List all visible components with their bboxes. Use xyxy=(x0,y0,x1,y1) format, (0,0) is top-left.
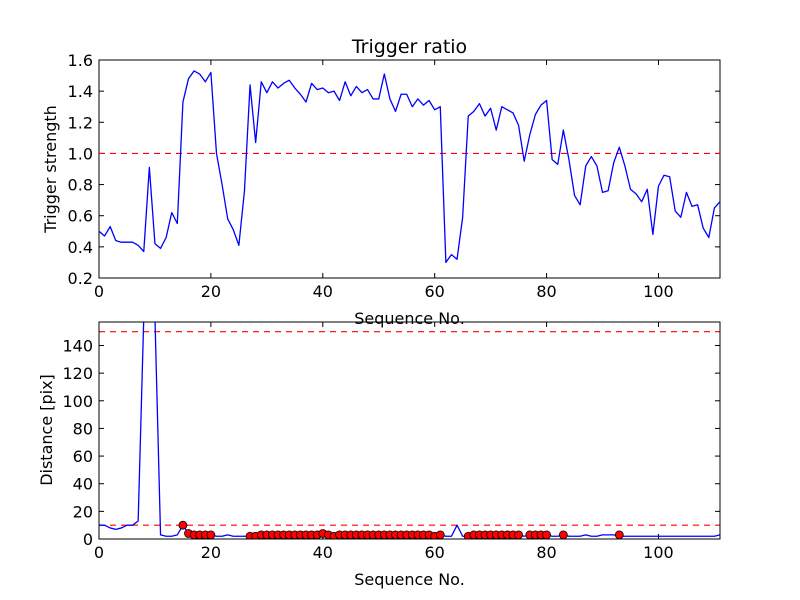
y-tick-label: 0.8 xyxy=(68,176,93,195)
y-tick-label: 100 xyxy=(62,392,93,411)
marker-point xyxy=(558,530,568,539)
marker-point xyxy=(542,530,551,539)
x-tick-label: 100 xyxy=(643,543,674,562)
trigger-ratio-panel: 0 20 40 60 80 100 0.2 0.4 0.6 0.8 1.0 1.2 1.4 1.6 Se… xyxy=(41,51,721,328)
marker-points xyxy=(178,520,624,539)
marker-point xyxy=(614,530,624,539)
x-axis-label: Sequence No. xyxy=(354,570,465,589)
y-tick-label: 1.0 xyxy=(68,144,93,163)
marker-point xyxy=(514,530,523,539)
chart-title: Trigger ratio xyxy=(351,36,467,58)
series-lines xyxy=(99,70,720,264)
data-points xyxy=(99,322,720,536)
y-tick-label: 0 xyxy=(83,530,93,549)
y-tick-labels: 0.2 0.4 0.6 0.8 1.0 1.2 1.4 1.6 xyxy=(68,51,93,288)
x-tick-labels: 0 20 40 60 80 100 xyxy=(94,543,674,562)
plot-frame xyxy=(98,321,721,540)
x-tick-label: 0 xyxy=(94,282,104,301)
y-tick-label: 1.2 xyxy=(68,113,93,132)
reference-lines xyxy=(99,331,720,526)
plot-frame xyxy=(98,59,721,279)
x-tick-label: 80 xyxy=(536,543,556,562)
marker-point xyxy=(178,520,188,530)
y-tick-label: 1.6 xyxy=(68,51,93,70)
y-tick-label: 0.4 xyxy=(68,238,93,257)
series-line xyxy=(99,70,720,264)
y-tick-label: 1.4 xyxy=(68,82,93,101)
marker-point xyxy=(435,530,445,539)
series-lines xyxy=(99,322,720,537)
x-tick-label: 80 xyxy=(536,282,556,301)
tick-marks xyxy=(98,322,720,540)
x-tick-label: 40 xyxy=(313,543,333,562)
tick-marks xyxy=(98,59,720,279)
y-axis-label: Trigger strength xyxy=(41,105,60,234)
x-tick-label: 60 xyxy=(424,282,444,301)
x-axis-label: Sequence No. xyxy=(354,309,465,328)
y-tick-label: 120 xyxy=(62,364,93,383)
y-tick-labels: 0 20 40 60 80 100 120 140 xyxy=(62,336,93,549)
series-line xyxy=(99,322,720,537)
y-tick-label: 40 xyxy=(73,475,93,494)
x-tick-label: 40 xyxy=(313,282,333,301)
marker-point xyxy=(206,530,216,539)
y-axis-label: Distance [pix] xyxy=(37,374,56,486)
y-tick-label: 20 xyxy=(73,502,93,521)
y-tick-label: 140 xyxy=(62,336,93,355)
x-tick-label: 60 xyxy=(424,543,444,562)
x-tick-label: 0 xyxy=(94,543,104,562)
x-tick-label: 100 xyxy=(643,282,674,301)
y-tick-label: 0.2 xyxy=(68,269,93,288)
x-tick-label: 20 xyxy=(201,543,221,562)
y-tick-label: 80 xyxy=(73,419,93,438)
x-tick-label: 20 xyxy=(201,282,221,301)
y-tick-label: 60 xyxy=(73,447,93,466)
distance-panel: 0 20 40 60 80 100 0 20 40 60 80 100 120 140 Sequence… xyxy=(37,321,721,589)
x-tick-labels: 0 20 40 60 80 100 xyxy=(94,282,674,301)
y-tick-label: 0.6 xyxy=(68,207,93,226)
